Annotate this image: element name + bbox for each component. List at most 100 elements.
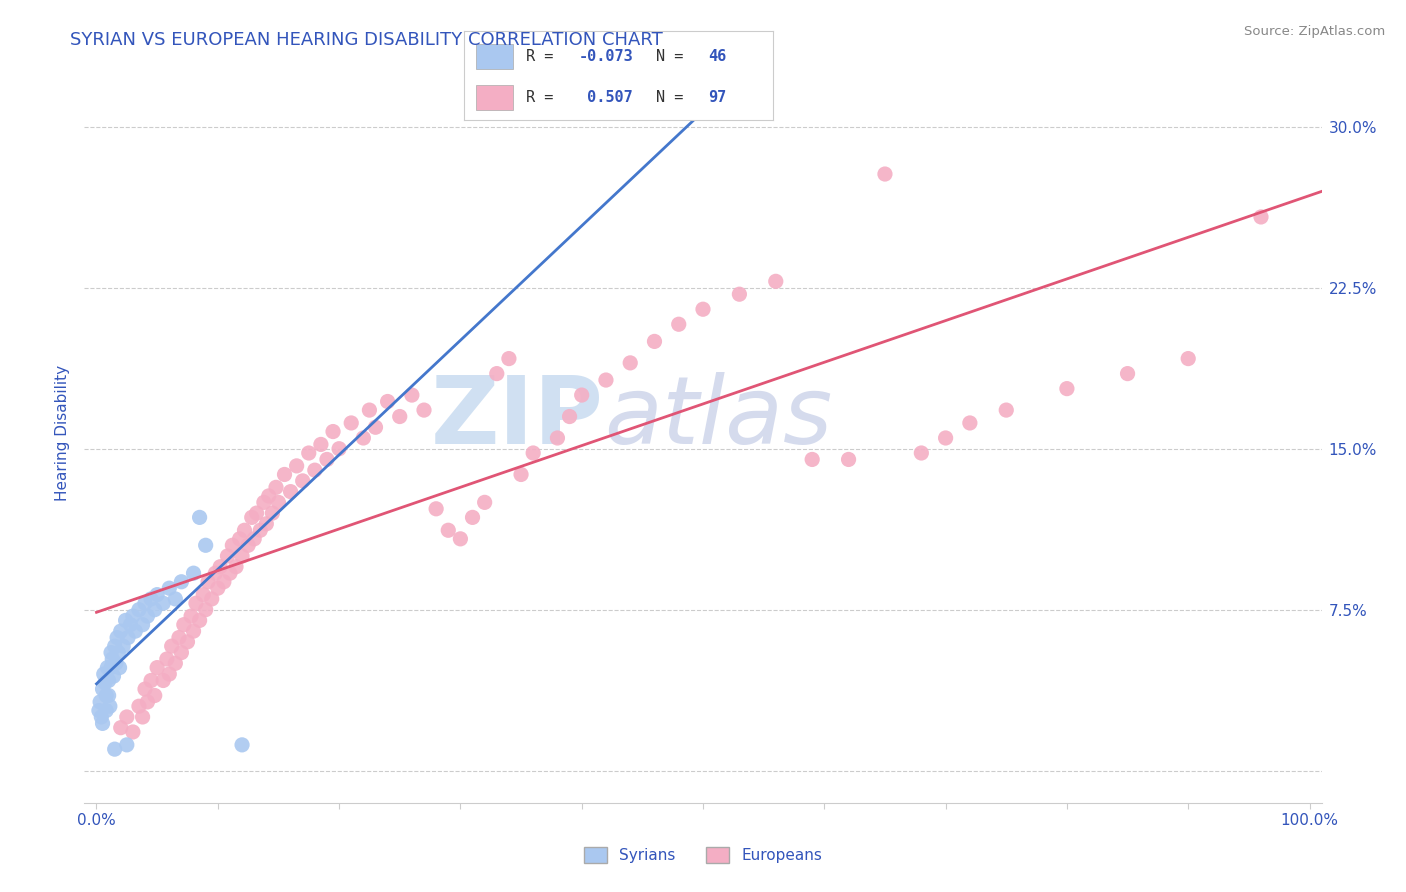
Point bbox=[212, 574, 235, 589]
Point bbox=[207, 581, 229, 595]
Point bbox=[838, 452, 860, 467]
Text: -0.073: -0.073 bbox=[578, 49, 633, 63]
Point bbox=[122, 725, 145, 739]
Point bbox=[233, 523, 256, 537]
Point bbox=[558, 409, 581, 424]
Point bbox=[117, 631, 139, 645]
Point bbox=[128, 699, 150, 714]
Text: R =: R = bbox=[526, 90, 562, 104]
Point bbox=[221, 538, 243, 552]
Point bbox=[131, 617, 153, 632]
Point bbox=[103, 669, 125, 683]
Text: N =: N = bbox=[655, 49, 692, 63]
Point bbox=[89, 695, 111, 709]
Point bbox=[273, 467, 295, 482]
Point bbox=[243, 532, 266, 546]
Point bbox=[157, 667, 180, 681]
Point bbox=[96, 689, 118, 703]
Point bbox=[180, 609, 202, 624]
Point bbox=[571, 388, 593, 402]
Point bbox=[1116, 367, 1139, 381]
Text: R =: R = bbox=[526, 49, 562, 63]
Point bbox=[254, 516, 277, 531]
Point bbox=[146, 660, 169, 674]
Text: atlas: atlas bbox=[605, 372, 832, 463]
Point bbox=[1177, 351, 1199, 366]
Point bbox=[136, 695, 159, 709]
Point bbox=[285, 458, 308, 473]
Point bbox=[193, 588, 215, 602]
Point bbox=[873, 167, 896, 181]
Point bbox=[110, 624, 132, 639]
Text: 97: 97 bbox=[709, 90, 727, 104]
Point bbox=[228, 532, 250, 546]
Point bbox=[173, 617, 195, 632]
Point bbox=[105, 631, 128, 645]
Text: 46: 46 bbox=[709, 49, 727, 63]
Point bbox=[253, 495, 276, 509]
Point bbox=[474, 495, 496, 509]
Point bbox=[107, 646, 129, 660]
Point bbox=[96, 704, 118, 718]
Point bbox=[97, 673, 120, 688]
Point bbox=[134, 596, 156, 610]
Point bbox=[184, 596, 207, 610]
Point bbox=[280, 484, 302, 499]
Point bbox=[139, 591, 162, 606]
Point bbox=[143, 602, 166, 616]
Point bbox=[359, 403, 381, 417]
Point bbox=[1250, 210, 1272, 224]
Point bbox=[152, 596, 174, 610]
Point bbox=[100, 646, 122, 660]
Point bbox=[225, 559, 247, 574]
Point bbox=[194, 602, 217, 616]
Point bbox=[110, 721, 132, 735]
Point bbox=[170, 574, 193, 589]
Point bbox=[291, 474, 314, 488]
Point bbox=[209, 559, 232, 574]
Point bbox=[728, 287, 751, 301]
Point bbox=[194, 538, 217, 552]
Point bbox=[267, 495, 290, 509]
Y-axis label: Hearing Disability: Hearing Disability bbox=[55, 365, 70, 500]
Point bbox=[264, 480, 287, 494]
Point bbox=[485, 367, 508, 381]
Point bbox=[262, 506, 284, 520]
Point bbox=[401, 388, 423, 402]
Point bbox=[231, 549, 253, 563]
Point bbox=[425, 501, 447, 516]
Point bbox=[204, 566, 226, 581]
Point bbox=[498, 351, 520, 366]
Point bbox=[309, 437, 332, 451]
Point bbox=[136, 609, 159, 624]
FancyBboxPatch shape bbox=[477, 44, 513, 69]
Point bbox=[197, 574, 219, 589]
Text: Source: ZipAtlas.com: Source: ZipAtlas.com bbox=[1244, 25, 1385, 38]
Point bbox=[157, 581, 180, 595]
Text: ZIP: ZIP bbox=[432, 372, 605, 464]
Point bbox=[143, 689, 166, 703]
Point bbox=[352, 431, 374, 445]
Point bbox=[217, 549, 239, 563]
Point bbox=[935, 431, 957, 445]
Point bbox=[167, 631, 190, 645]
Point bbox=[146, 588, 169, 602]
Point bbox=[328, 442, 350, 456]
Point bbox=[165, 657, 187, 671]
Point bbox=[104, 657, 127, 671]
Point bbox=[176, 635, 198, 649]
Point bbox=[546, 431, 568, 445]
Point bbox=[98, 699, 121, 714]
Point bbox=[188, 614, 211, 628]
Point bbox=[595, 373, 617, 387]
Point bbox=[128, 602, 150, 616]
Point bbox=[246, 506, 269, 520]
Point bbox=[449, 532, 471, 546]
Point bbox=[183, 624, 205, 639]
Point bbox=[668, 318, 690, 332]
Point bbox=[134, 681, 156, 696]
Point bbox=[298, 446, 321, 460]
Point bbox=[219, 566, 242, 581]
Point bbox=[201, 591, 224, 606]
Point bbox=[156, 652, 179, 666]
